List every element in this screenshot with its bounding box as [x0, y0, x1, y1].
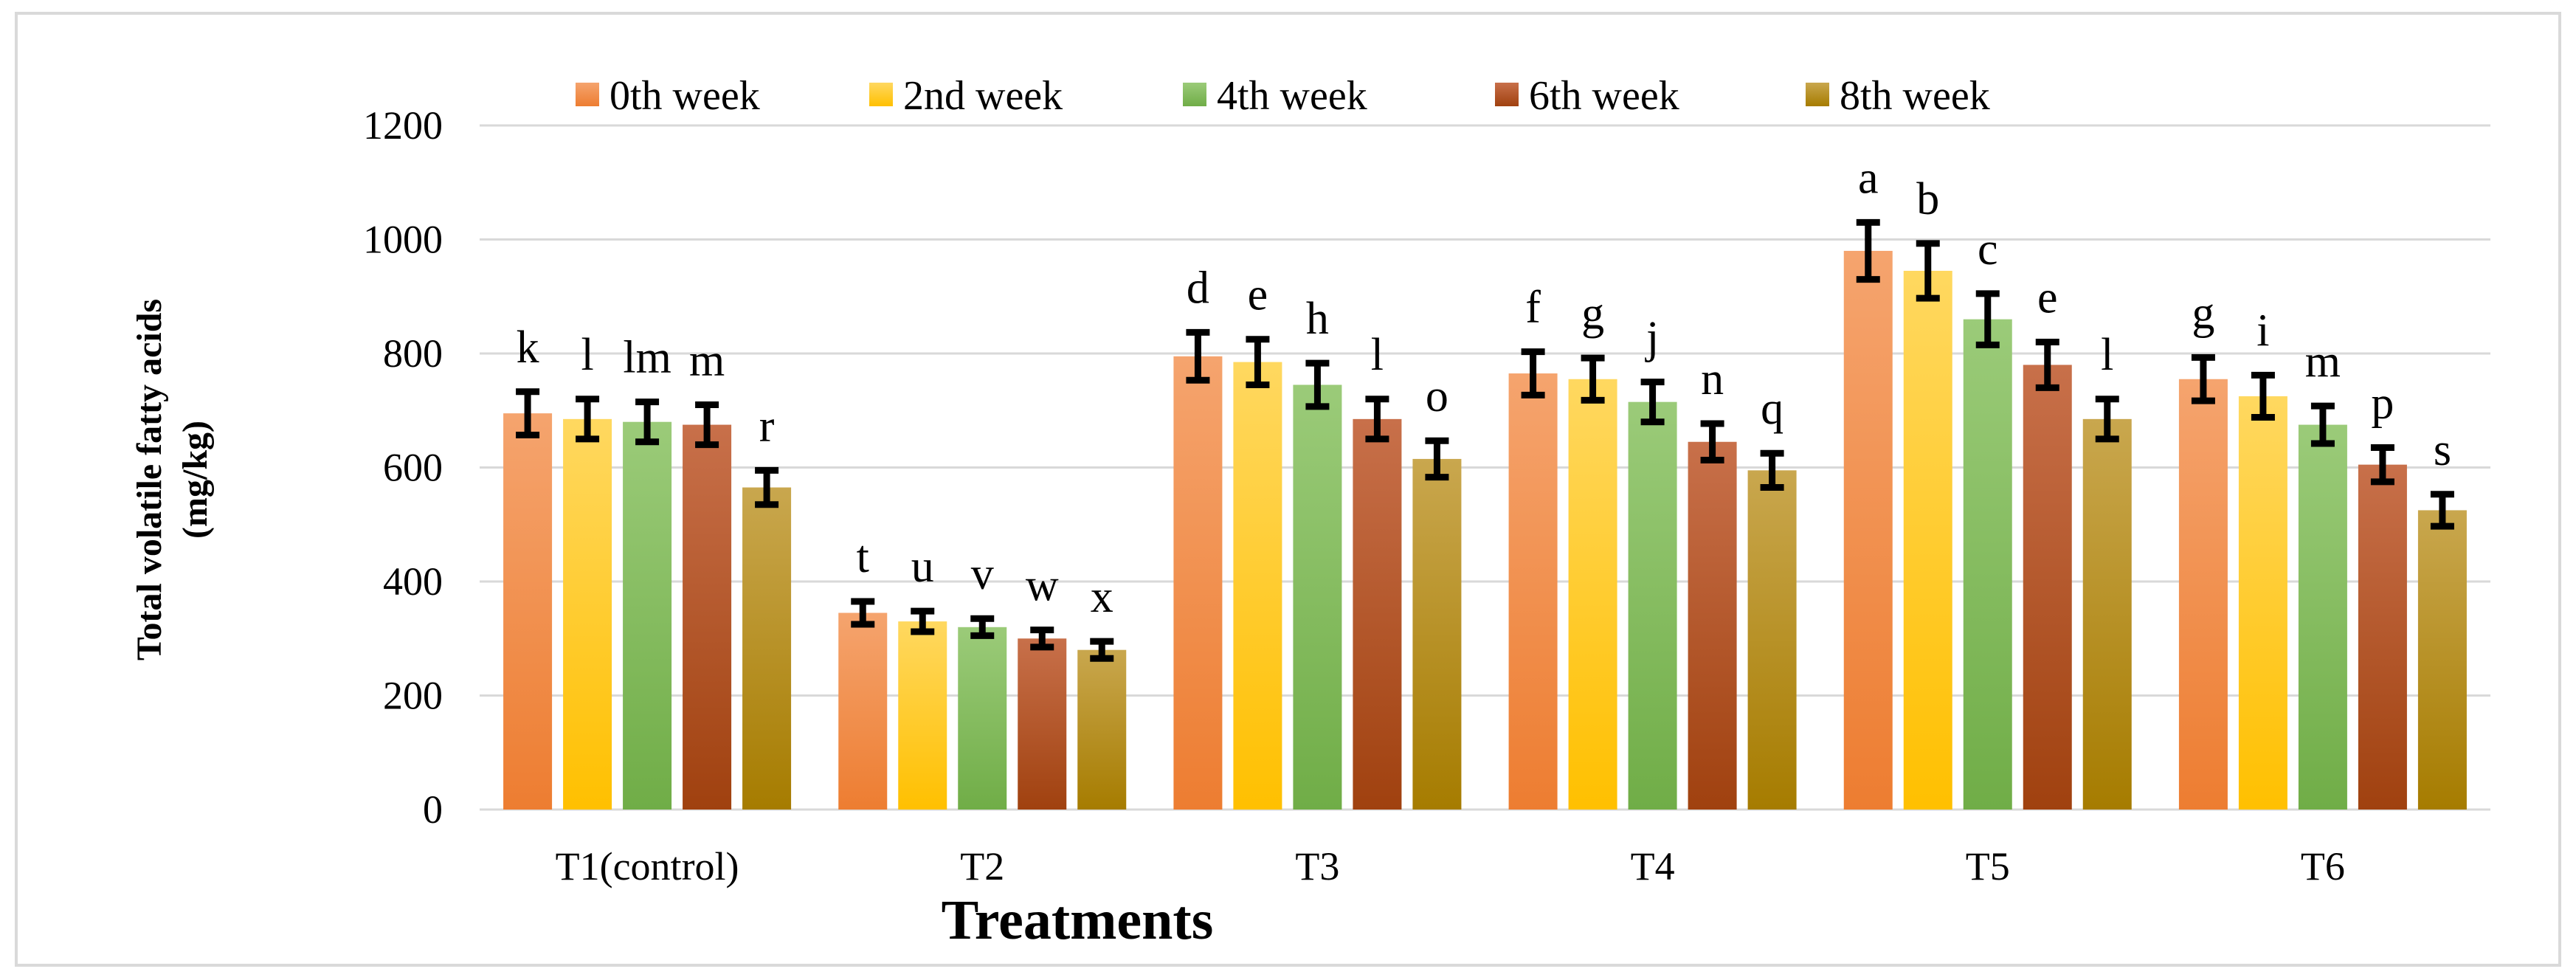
bar: [2417, 510, 2467, 810]
significance-label: u: [911, 542, 934, 592]
significance-label: w: [1026, 561, 1059, 611]
significance-label: e: [2037, 273, 2058, 323]
bar: [1843, 250, 1893, 810]
significance-label: c: [1978, 224, 1998, 275]
significance-label: s: [2434, 425, 2451, 475]
bar: [898, 621, 947, 810]
significance-label: g: [2192, 288, 2214, 338]
significance-label: i: [2256, 306, 2269, 356]
bar: [1412, 458, 1462, 810]
legend-label: 8th week: [1840, 73, 1990, 119]
x-tick-label: T2: [960, 844, 1004, 888]
y-tick-label: 200: [383, 674, 443, 718]
significance-label: m: [689, 336, 725, 386]
bar: [742, 487, 792, 810]
significance-label: n: [1701, 354, 1724, 404]
significance-label: p: [2371, 378, 2394, 428]
significance-label: k: [517, 322, 539, 373]
legend-swatch: [1806, 83, 1829, 106]
significance-label: l: [2101, 330, 2113, 380]
bar: [1963, 319, 2012, 810]
y-tick-label: 1200: [363, 103, 443, 148]
significance-label: r: [759, 401, 775, 451]
significance-label: l: [1371, 330, 1384, 380]
significance-label: a: [1858, 153, 1879, 203]
significance-label: x: [1091, 572, 1113, 622]
bar: [2023, 365, 2072, 810]
significance-label: o: [1426, 371, 1448, 421]
bar: [2358, 464, 2407, 810]
bar: [2082, 418, 2132, 810]
significance-label: f: [1525, 283, 1541, 333]
x-tick-label: T1(control): [556, 844, 739, 888]
bar: [1233, 362, 1282, 810]
significance-label: t: [857, 532, 869, 582]
gridlines: [480, 124, 2490, 811]
bar: [958, 627, 1007, 810]
bar: [1018, 638, 1067, 810]
bar: [2298, 424, 2347, 810]
legend: 0th week 2nd week 4th week 6th week 8th week: [576, 73, 1990, 119]
x-tick-label: T6: [2301, 844, 2345, 888]
bar: [838, 612, 888, 810]
y-tick-label: 400: [383, 559, 443, 604]
significance-label: lm: [623, 333, 671, 383]
significance-label: q: [1761, 384, 1783, 434]
legend-label: 4th week: [1217, 73, 1367, 119]
y-tick-label: 800: [383, 331, 443, 376]
y-axis-label-line: (mg/kg): [176, 421, 215, 539]
significance-label: d: [1187, 263, 1209, 313]
bar: [683, 424, 732, 810]
y-tick-label: 600: [383, 446, 443, 490]
significance-label: e: [1248, 270, 1268, 320]
bar: [563, 418, 612, 810]
legend-label: 0th week: [610, 73, 760, 119]
bar: [1688, 441, 1737, 810]
bar: [2178, 379, 2228, 810]
x-axis-ticks: T1(control) T2 T3 T4 T5 T6: [556, 844, 2345, 888]
bar: [1353, 418, 1402, 810]
bar: [1077, 649, 1127, 810]
significance-label: m: [2305, 337, 2341, 387]
y-axis-ticks: 0 200 400 600 800 1000 1200: [363, 103, 443, 832]
bar: [1903, 270, 1952, 810]
bar: [2238, 396, 2287, 810]
y-axis-label-line: Total volatile fatty acids: [130, 299, 169, 660]
legend-label: 6th week: [1529, 73, 1679, 119]
bar: [503, 413, 553, 810]
bar: [1508, 373, 1558, 810]
y-tick-label: 1000: [363, 218, 443, 262]
legend-swatch: [1183, 83, 1206, 106]
legend-label: 2nd week: [903, 73, 1063, 119]
significance-label: g: [1581, 289, 1604, 339]
significance-label: l: [581, 330, 593, 380]
bar: [1747, 470, 1797, 810]
y-axis-label: Total volatile fatty acids (mg/kg): [130, 299, 215, 660]
legend-swatch: [576, 83, 599, 106]
bar: [1293, 384, 1342, 810]
x-tick-label: T3: [1295, 844, 1339, 888]
significance-label: v: [971, 549, 994, 599]
bar: [1628, 401, 1677, 810]
x-tick-label: T5: [1966, 844, 2010, 888]
legend-swatch: [869, 83, 893, 106]
bar: [1173, 356, 1223, 810]
x-axis-label: Treatments: [942, 889, 1214, 951]
bar: [1568, 379, 1617, 810]
legend-swatch: [1495, 83, 1519, 106]
x-tick-label: T4: [1631, 844, 1675, 888]
significance-label: h: [1306, 294, 1329, 344]
chart-border: [15, 12, 2561, 967]
significance-label: b: [1916, 174, 1939, 224]
bar: [623, 421, 672, 810]
y-tick-label: 0: [423, 787, 443, 832]
significance-label: j: [1645, 313, 1659, 363]
